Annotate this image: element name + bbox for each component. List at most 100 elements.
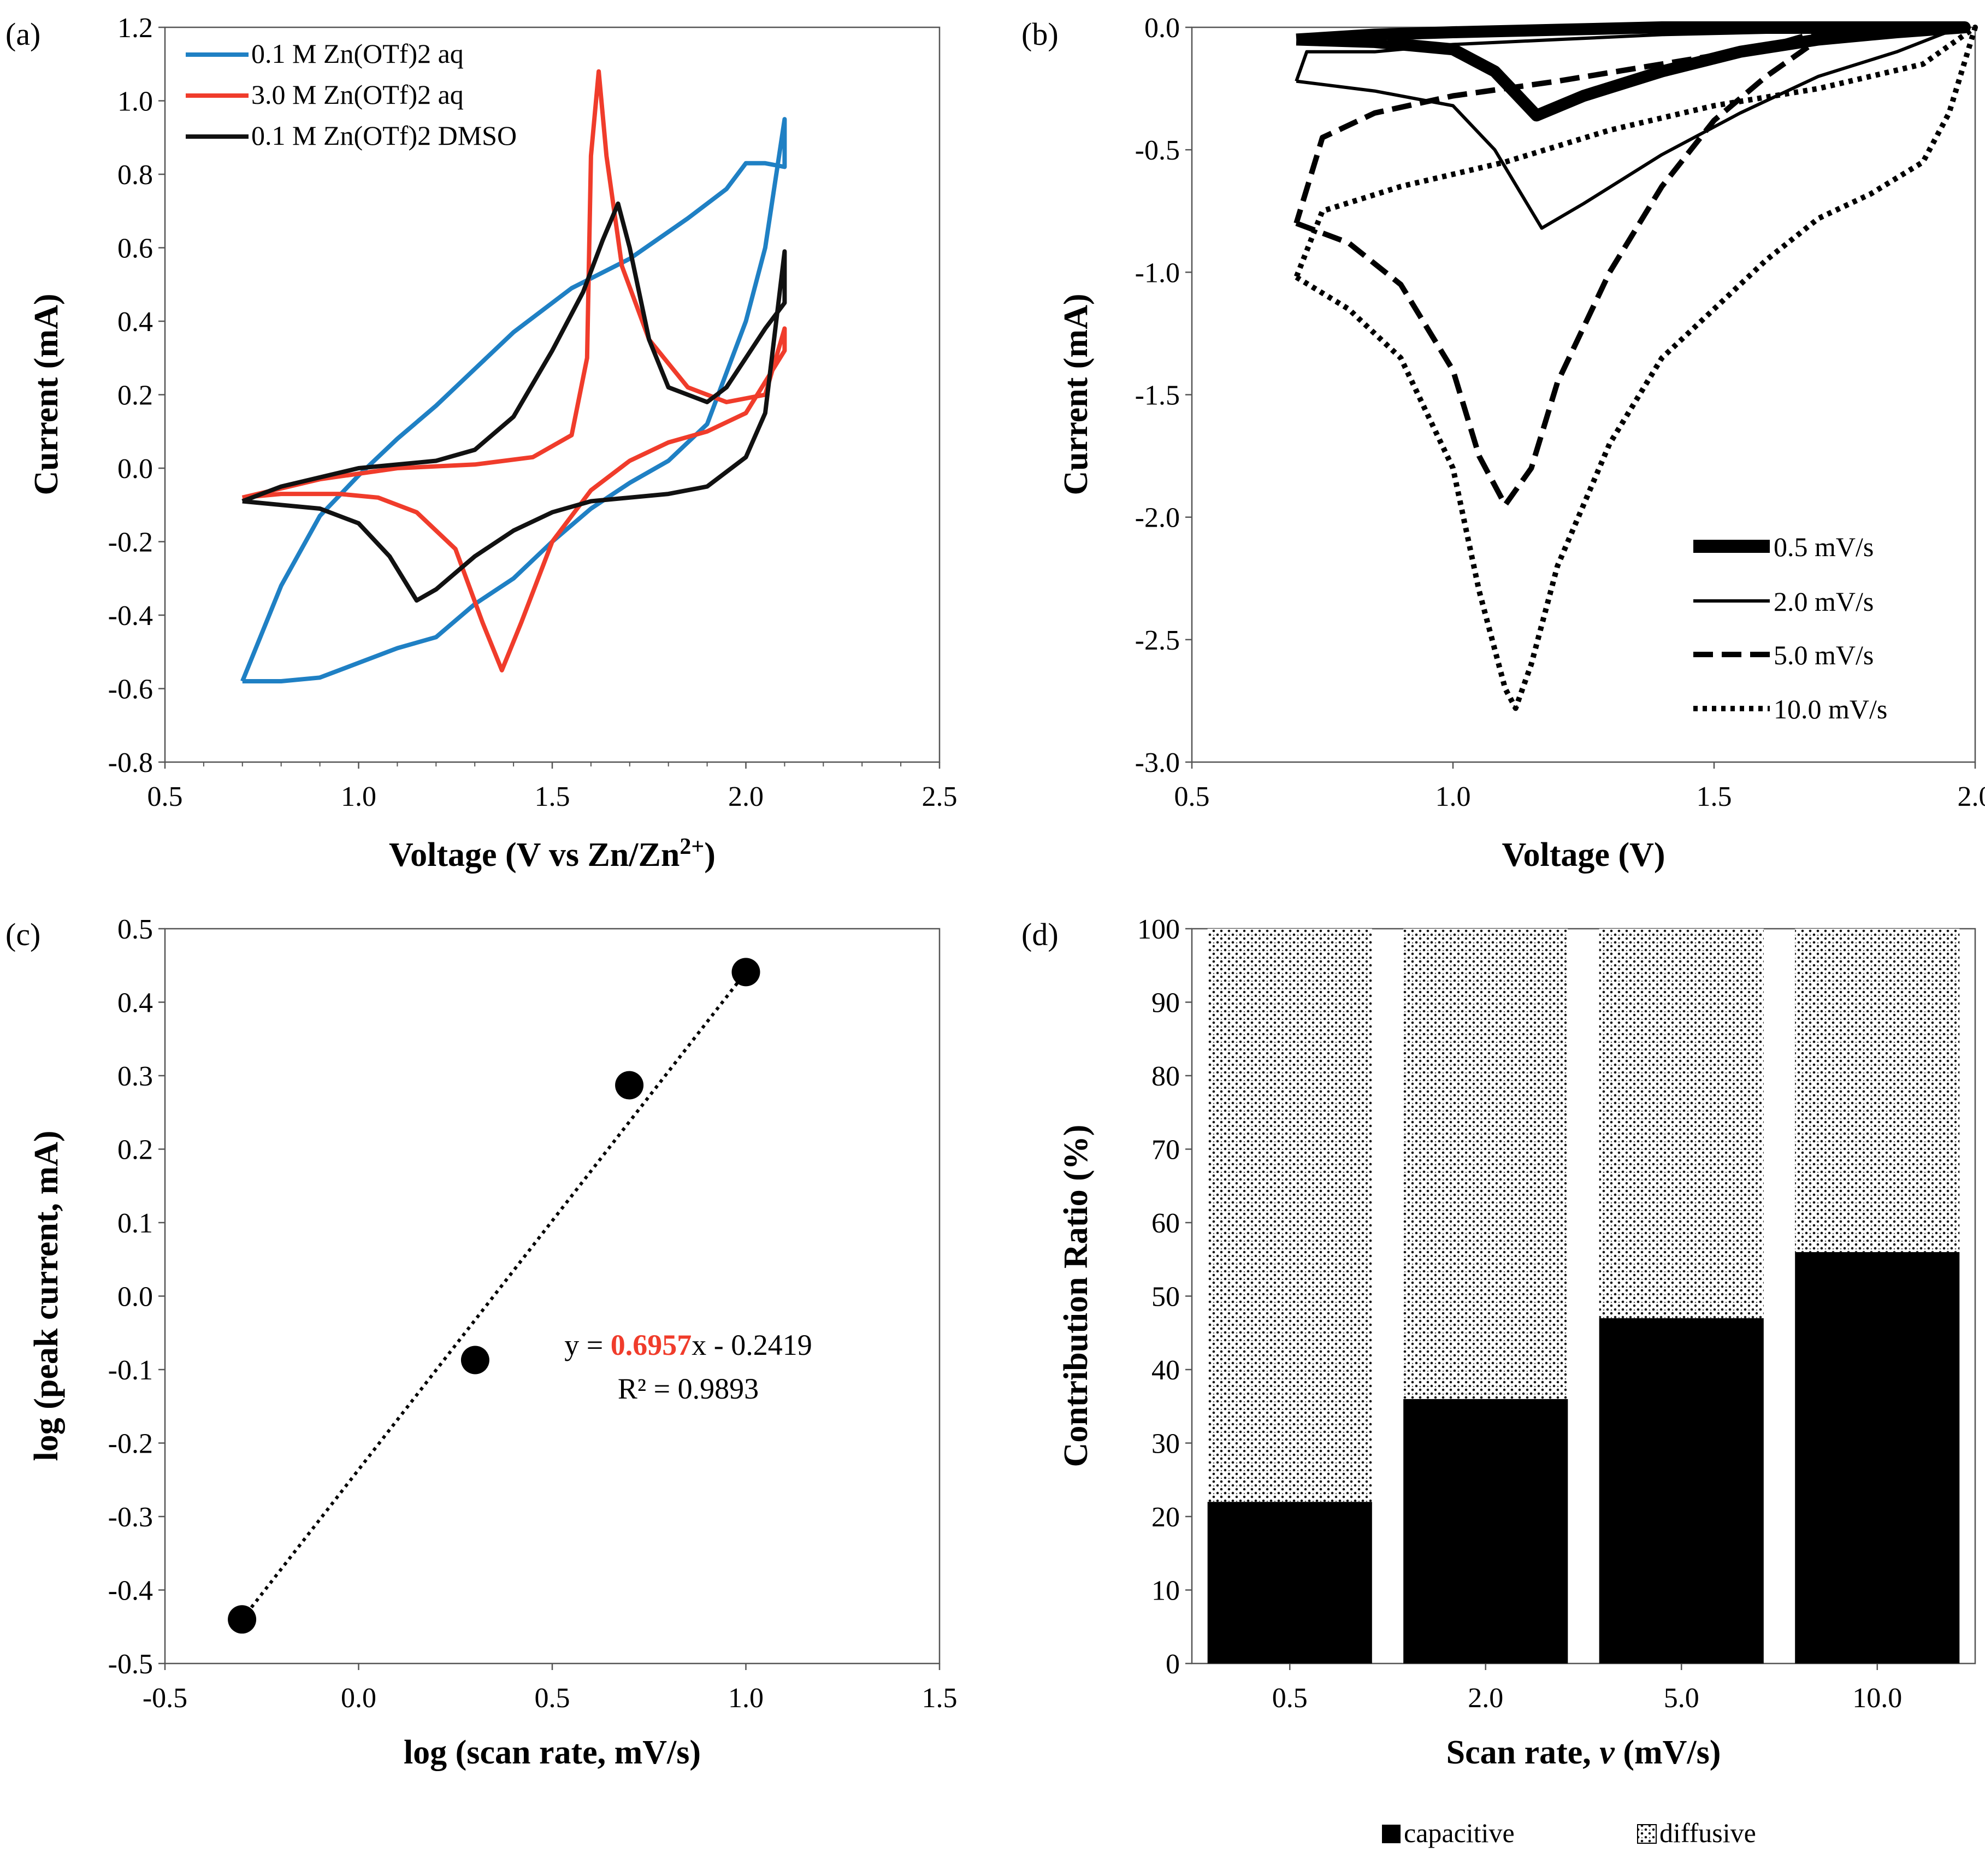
panel-a-xlabel-sup: 2+: [680, 834, 704, 859]
panel-d-xlabel-end: (mV/s): [1615, 1734, 1721, 1771]
panel-a-ytick-label: -0.6: [108, 674, 153, 705]
panel-c-ytick-label: 0.5: [117, 914, 153, 945]
panel-a-series-0: [240, 117, 787, 683]
panel-c-ytick-label: 0.0: [117, 1282, 153, 1313]
panel-b-series-0: [1296, 21, 1971, 122]
panel-c-xtick-label: 0.0: [341, 1683, 376, 1714]
panel-b-ytick-label: -1.0: [1135, 257, 1180, 288]
panel-d-ytick-label: 50: [1151, 1282, 1180, 1313]
panel-d-ytick-label: 20: [1151, 1502, 1180, 1533]
panel-d-ytick-label: 30: [1151, 1429, 1180, 1460]
panel-b-xtick-label: 2.0: [1958, 781, 1985, 812]
equation-suffix: x - 0.2419: [692, 1329, 812, 1361]
panel-b-ytick-label: -3.0: [1135, 747, 1180, 778]
panel-d-xtick-label: 5.0: [1664, 1683, 1699, 1714]
legend-label-capacitive: capacitive: [1404, 1818, 1515, 1848]
panel-b-label: (b): [1021, 16, 1059, 52]
panel-d-bar-capacitive: [1403, 1399, 1568, 1663]
panel-c-ytick-label: 0.1: [117, 1208, 153, 1239]
panel-a-xlabel-main: Voltage (V vs Zn/Zn: [389, 836, 680, 874]
legend-label-10-0: 10.0 mV/s: [1774, 694, 1887, 724]
panel-a-xtick-label: 2.0: [728, 781, 764, 812]
panel-b-ytick-label: -0.5: [1135, 135, 1180, 166]
panel-a-xtick-label: 2.5: [922, 781, 958, 812]
panel-b-ytick-label: 0.0: [1144, 13, 1180, 44]
panel-b-legend: 0.5 mV/s 2.0 mV/s 5.0 mV/s 10.0 mV/s: [1693, 532, 1887, 724]
panel-b-ytick-label: -2.0: [1135, 503, 1180, 534]
equation-slope: 0.6957: [611, 1329, 692, 1361]
legend-label-5-0: 5.0 mV/s: [1774, 640, 1874, 670]
panel-a-ytick-label: 0.2: [117, 380, 153, 411]
panel-c-ytick-label: -0.3: [108, 1502, 153, 1533]
legend-label-2-0: 2.0 mV/s: [1774, 586, 1874, 617]
panel-d-ytick-label: 70: [1151, 1135, 1180, 1166]
panel-d: (d) 0 10 20 30 40 50 60 70 80 90 100 0.5 2.0 5.0 10.0…: [1021, 914, 1976, 1848]
panel-c-plot-frame: [164, 928, 941, 1665]
panel-b-xlabel: Voltage (V): [1502, 836, 1665, 874]
panel-a-ytick-label: 0.0: [117, 453, 153, 485]
panel-d-xlabel-main: Scan rate,: [1446, 1734, 1600, 1771]
panel-a: (a) -0.8 -0.6 -0.4 -0.2 0.0 0.2 0.4 0.6 0.8 1.0 1.…: [5, 13, 958, 874]
panel-a-ylabel: Current (mA): [28, 293, 65, 495]
panel-a-xtick-label: 1.0: [341, 781, 376, 812]
panel-d-legend: capacitive diffusive: [1382, 1818, 1756, 1848]
panel-d-bar-capacitive: [1795, 1252, 1960, 1663]
panel-a-xtick-label: 0.5: [147, 781, 183, 812]
panel-c-xtick-label: -0.5: [143, 1683, 187, 1714]
panel-d-bar-diffusive: [1599, 929, 1764, 1318]
panel-a-ytick-label: 0.4: [117, 306, 153, 338]
panel-d-ytick-label: 40: [1151, 1355, 1180, 1386]
panel-d-xtick-label: 0.5: [1272, 1683, 1308, 1714]
legend-label-dmso: 0.1 M Zn(OTf)2 DMSO: [251, 120, 517, 151]
panel-d-ytick-label: 60: [1151, 1208, 1180, 1239]
equation-prefix: y =: [564, 1329, 610, 1361]
panel-c: (c) -0.5 -0.4 -0.3 -0.2 -0.1 0.0 0.1 0.2 0.3 0.4 0…: [5, 914, 958, 1771]
panel-c-xtick-label: 1.0: [728, 1683, 764, 1714]
legend-swatch-capacitive: [1382, 1825, 1401, 1843]
panel-d-bar-capacitive: [1207, 1502, 1372, 1663]
panel-d-bar-diffusive: [1795, 929, 1960, 1252]
panel-d-ylabel: Contribution Ratio (%): [1058, 1125, 1095, 1467]
panel-d-bar-diffusive: [1207, 929, 1372, 1502]
panel-a-legend: 0.1 M Zn(OTf)2 aq 3.0 M Zn(OTf)2 aq 0.1 …: [186, 38, 517, 151]
panel-b-series-2: [1293, 25, 1837, 508]
panel-d-bar-capacitive: [1599, 1318, 1764, 1663]
panel-c-r-squared: R² = 0.9893: [618, 1372, 759, 1405]
panel-a-ytick-label: -0.8: [108, 747, 153, 778]
panel-a-ytick-label: 1.0: [117, 86, 153, 117]
panel-d-xtick-label: 10.0: [1852, 1683, 1902, 1714]
panel-d-xlabel: Scan rate, v (mV/s): [1446, 1734, 1721, 1771]
panel-a-ytick-label: -0.4: [108, 600, 153, 632]
panel-a-label: (a): [5, 16, 40, 52]
panel-a-xlabel-end: ): [704, 836, 716, 874]
panel-b-ylabel: Current (mA): [1058, 293, 1095, 495]
panel-c-ytick-label: 0.4: [117, 988, 153, 1019]
legend-label-0-1m-aq: 0.1 M Zn(OTf)2 aq: [251, 38, 464, 69]
panel-c-fit-line: [240, 971, 747, 1621]
panel-c-ytick-label: -0.5: [108, 1649, 153, 1680]
panel-a-ytick-label: 0.8: [117, 160, 153, 191]
panel-d-ytick-label: 10: [1151, 1576, 1180, 1607]
legend-swatch-diffusive: [1637, 1824, 1657, 1844]
panel-c-ylabel: log (peak current, mA): [28, 1131, 65, 1461]
panel-c-label: (c): [5, 917, 40, 952]
panel-b-xtick-label: 1.5: [1697, 781, 1732, 812]
panel-c-ytick-label: -0.1: [108, 1355, 153, 1386]
panel-c-ytick-label: -0.4: [108, 1576, 153, 1607]
panel-d-ytick-label: 100: [1137, 914, 1180, 945]
panel-c-data-point: [615, 1071, 644, 1100]
panel-c-xlabel: log (scan rate, mV/s): [404, 1734, 701, 1771]
panel-c-ytick-label: 0.2: [117, 1135, 153, 1166]
panel-a-ytick-label: 1.2: [117, 13, 153, 44]
panel-b-ytick-label: -2.5: [1135, 625, 1180, 656]
panel-b-ytick-label: -1.5: [1135, 380, 1180, 411]
panel-d-xtick-label: 2.0: [1468, 1683, 1503, 1714]
panel-d-ytick-label: 80: [1151, 1061, 1180, 1092]
panel-c-equation: y = 0.6957x - 0.2419: [564, 1329, 812, 1361]
legend-label-3-0m-aq: 3.0 M Zn(OTf)2 aq: [251, 79, 464, 110]
panel-d-ytick-label: 0: [1166, 1649, 1180, 1680]
panel-c-data-point: [460, 1346, 489, 1374]
panel-b-series-1: [1295, 26, 1962, 230]
panel-a-series-1: [241, 69, 787, 672]
